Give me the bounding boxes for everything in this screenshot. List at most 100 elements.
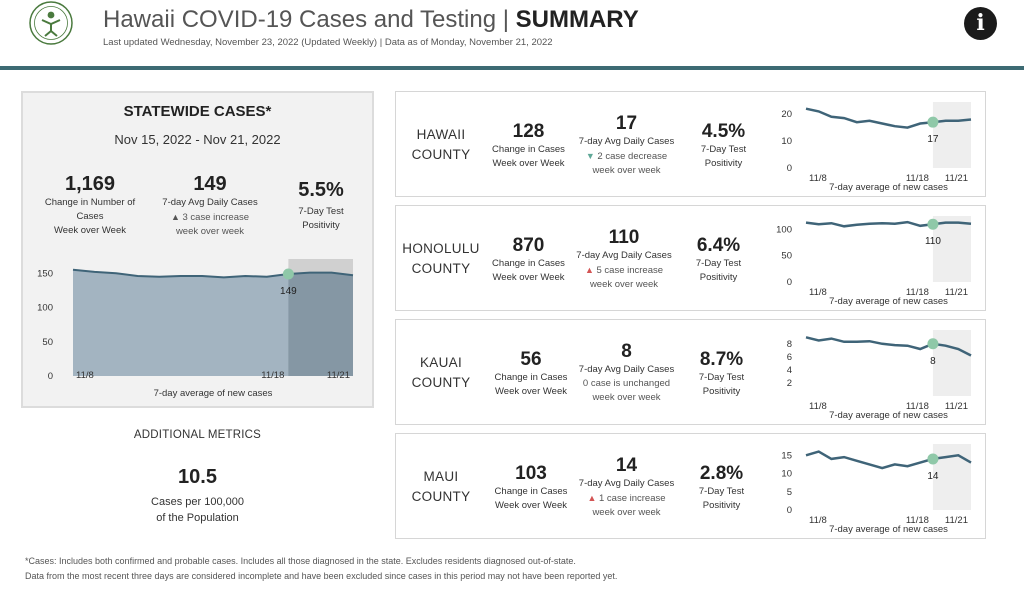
highlight-label: 8 [930, 356, 936, 367]
county-name: MAUI COUNTY [411, 469, 471, 504]
y-tick-label: 0 [787, 277, 792, 288]
highlight-label: 149 [280, 286, 297, 297]
statewide-change-metric: 1,169 Change in Number of Cases Week ove… [44, 173, 136, 236]
highlight-point [927, 453, 939, 465]
hawaii-county-trend-chart: 0 10 20 11/8 11/18 11/21 17 7-day average of ne… [781, 102, 972, 193]
x-tick-label: 11/18 [261, 370, 284, 381]
honolulu-county-trend-chart: 0 50 100 11/8 11/18 11/21 110 7-day average of … [776, 216, 972, 307]
y-tick-label: 2 [787, 378, 792, 389]
statewide-cases-panel: STATEWIDE CASES* Nov 15, 2022 - Nov 21, … [21, 91, 374, 408]
y-tick-label: 100 [776, 224, 792, 235]
county-avg-metric: 14 7-day Avg Daily Cases ▲ 1 case increa… [578, 455, 675, 518]
county-card-hawaii: HAWAII COUNTY 128 Change in Cases Week ov… [395, 91, 986, 197]
y-tick-label: 8 [787, 339, 792, 350]
x-tick-label: 11/8 [76, 370, 94, 381]
y-tick-label: 0 [787, 163, 792, 174]
y-tick-label: 10 [781, 136, 792, 147]
trend-area [73, 269, 353, 376]
county-name: KAUAI COUNTY [411, 355, 471, 390]
county-card-kauai: KAUAI COUNTY 56 Change in Cases Week over… [395, 319, 986, 425]
y-tick-label: 5 [787, 487, 792, 498]
x-tick-label: 11/18 [906, 515, 929, 526]
trend-line [805, 450, 972, 470]
cases-per-100k-value: 10.5 [178, 466, 217, 488]
x-tick-label: 11/21 [945, 173, 968, 184]
x-tick-label: 11/18 [906, 287, 929, 298]
statewide-title: STATEWIDE CASES* [123, 103, 272, 120]
x-axis-label: 7-day average of new cases [829, 182, 948, 193]
x-tick-label: 11/18 [906, 401, 929, 412]
trend-line [805, 336, 972, 357]
statewide-date-range: Nov 15, 2022 - Nov 21, 2022 [114, 132, 281, 147]
county-change-metric: 870 Change in Cases Week over Week [492, 235, 565, 283]
trend-line [72, 268, 354, 279]
county-positivity-metric: 6.4% 7-Day Test Positivity [695, 235, 742, 283]
county-change-metric: 103 Change in Cases Week over Week [494, 463, 568, 511]
page-header: Hawaii COVID-19 Cases and Testing | SUMM… [0, 0, 1024, 70]
statewide-positivity-metric: 5.5% 7-Day Test Positivity [298, 179, 344, 231]
x-tick-label: 11/8 [809, 515, 827, 526]
y-tick-label: 0 [787, 505, 792, 516]
maui-county-trend-chart: 0 5 10 15 11/8 11/18 11/21 14 7-day average of n… [781, 444, 972, 535]
x-tick-label: 11/21 [945, 401, 968, 412]
county-positivity-metric: 4.5% 7-Day Test Positivity [700, 121, 747, 169]
highlight-label: 110 [925, 236, 941, 247]
county-avg-metric: 8 7-day Avg Daily Cases 0 case is unchan… [578, 341, 675, 403]
trend-line [805, 220, 972, 228]
triangle-up-icon: ▲ [587, 493, 597, 503]
y-tick-label: 50 [781, 251, 792, 262]
y-tick-label: 4 [787, 365, 792, 376]
x-tick-label: 11/8 [809, 173, 827, 184]
incomplete-data-region [932, 444, 971, 510]
highlight-label: 14 [927, 471, 939, 482]
x-tick-label: 11/21 [327, 370, 350, 381]
x-tick-label: 11/8 [809, 401, 827, 412]
y-tick-label: 100 [37, 303, 53, 314]
triangle-down-icon: ▼ [585, 151, 595, 161]
county-name: HONOLULU COUNTY [402, 241, 480, 276]
x-axis-label: 7-day average of new cases [829, 296, 948, 307]
statewide-trend-chart: 0 50 100 150 11/8 11/18 11/21 149 7-day average … [37, 259, 354, 399]
y-tick-label: 150 [37, 268, 53, 279]
additional-metrics-title: ADDITIONAL METRICS [133, 429, 262, 441]
county-card-maui: MAUI COUNTY 103 Change in Cases Week over… [395, 433, 986, 539]
county-avg-metric: 17 7-day Avg Daily Cases ▼ 2 case decrea… [578, 113, 675, 176]
county-change-metric: 56 Change in Cases Week over Week [494, 349, 568, 397]
y-tick-label: 10 [781, 469, 792, 480]
y-tick-label: 6 [787, 352, 792, 363]
x-axis-label: 7-day average of new cases [829, 524, 948, 535]
trend-line [805, 107, 972, 129]
highlight-point [927, 116, 939, 128]
incomplete-data-region [932, 330, 971, 396]
x-tick-label: 11/21 [945, 515, 968, 526]
y-tick-label: 50 [42, 337, 53, 348]
triangle-up-icon: ▲ [170, 212, 180, 222]
county-change-metric: 128 Change in Cases Week over Week [492, 121, 565, 169]
x-tick-label: 11/21 [945, 287, 968, 298]
info-icon[interactable]: i [964, 7, 997, 40]
highlight-point [927, 218, 939, 230]
county-positivity-metric: 8.7% 7-Day Test Positivity [698, 349, 745, 397]
y-tick-label: 20 [781, 109, 792, 120]
trend-area-incomplete [288, 272, 353, 376]
county-avg-metric: 110 7-day Avg Daily Cases ▲ 5 case incre… [576, 227, 672, 290]
page-title: Hawaii COVID-19 Cases and Testing | SUMM… [103, 6, 639, 33]
cases-per-100k-label: Cases per 100,000 of the Population [151, 496, 244, 524]
footnote: *Cases: Includes both confirmed and prob… [25, 556, 618, 581]
county-card-honolulu: HONOLULU COUNTY 870 Change in Cases Week … [395, 205, 986, 311]
highlight-point [282, 268, 294, 280]
statewide-avg-metric: 149 7-day Avg Daily Cases ▲ 3 case incre… [162, 173, 258, 237]
x-tick-label: 11/18 [906, 173, 929, 184]
highlight-label: 17 [927, 134, 939, 145]
highlight-point [927, 338, 939, 350]
county-name: HAWAII COUNTY [411, 127, 471, 162]
incomplete-data-region [932, 102, 971, 168]
last-updated-text: Last updated Wednesday, November 23, 202… [103, 37, 553, 48]
triangle-up-icon: ▲ [584, 265, 594, 275]
kauai-county-trend-chart: 2 4 6 8 11/8 11/18 11/21 8 7-day average of new … [787, 330, 972, 421]
incomplete-data-region [932, 216, 971, 282]
county-positivity-metric: 2.8% 7-Day Test Positivity [698, 463, 745, 511]
y-tick-label: 15 [781, 450, 792, 461]
x-axis-label: 7-day average of new cases [154, 388, 273, 399]
x-axis-label: 7-day average of new cases [829, 410, 948, 421]
